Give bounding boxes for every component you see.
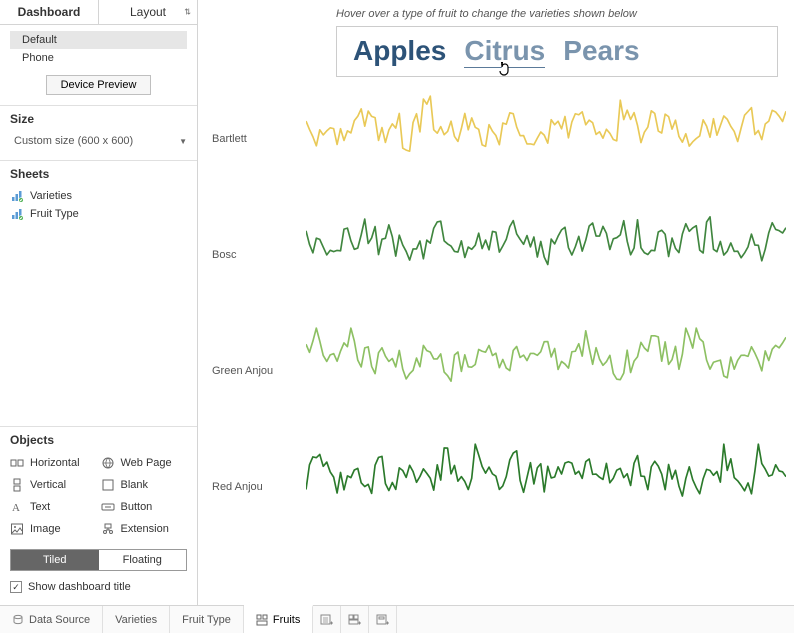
object-vertical[interactable]: Vertical (10, 475, 97, 495)
object-label: Button (121, 501, 153, 513)
caret-icon: ⇅ (184, 8, 191, 17)
object-label: Text (30, 501, 50, 513)
tiled-button[interactable]: Tiled (11, 550, 99, 570)
object-blank[interactable]: Blank (101, 475, 188, 495)
sparkline-chart[interactable] (306, 83, 786, 195)
worksheet-icon (10, 207, 24, 221)
dashboard-canvas: Hover over a type of fruit to change the… (198, 0, 794, 605)
bottom-tab-varieties[interactable]: Varieties (103, 606, 170, 633)
fruit-type-header: Apples Citrus Pears (336, 26, 778, 77)
new-worksheet-button[interactable] (313, 606, 341, 633)
object-icon: A (10, 500, 24, 514)
fruit-apples[interactable]: Apples (353, 35, 446, 67)
object-image[interactable]: Image (10, 519, 97, 539)
object-label: Extension (121, 523, 169, 535)
svg-text:A: A (12, 502, 20, 514)
tab-layout-label: Layout (130, 5, 166, 19)
sparkline-chart[interactable] (306, 315, 786, 427)
tab-dashboard[interactable]: Dashboard (0, 0, 99, 24)
object-label: Blank (121, 479, 149, 491)
chart-row-green-anjou: Green Anjou (206, 315, 786, 427)
size-dropdown[interactable]: Custom size (600 x 600) ▼ (10, 132, 187, 150)
hover-hint: Hover over a type of fruit to change the… (336, 8, 786, 20)
sheet-label: Fruit Type (30, 208, 79, 220)
data-source-tab[interactable]: Data Source (0, 606, 103, 633)
chart-label: Red Anjou (206, 481, 306, 493)
fruit-citrus[interactable]: Citrus (464, 35, 545, 68)
bottom-bar: Data Source Varieties Fruit Type Fruits (0, 605, 794, 633)
dashboard-sidebar: Dashboard Layout ⇅ Default Phone Device … (0, 0, 198, 605)
sparkline-chart[interactable] (306, 199, 786, 311)
panel-tabs: Dashboard Layout ⇅ (0, 0, 197, 25)
new-dashboard-button[interactable] (341, 606, 369, 633)
sheet-label: Varieties (30, 190, 72, 202)
object-label: Horizontal (30, 457, 80, 469)
tab-label: Fruit Type (182, 614, 231, 626)
bottom-tab-fruit-type[interactable]: Fruit Type (170, 606, 244, 633)
tab-label: Varieties (115, 614, 157, 626)
show-title-checkbox[interactable]: ✓ Show dashboard title (10, 579, 187, 595)
floating-button[interactable]: Floating (99, 550, 187, 570)
device-preview-button[interactable]: Device Preview (46, 75, 152, 95)
sheets-title: Sheets (10, 167, 187, 181)
show-title-label: Show dashboard title (28, 581, 131, 593)
tab-layout[interactable]: Layout ⇅ (99, 0, 197, 24)
size-section: Size Custom size (600 x 600) ▼ (0, 106, 197, 161)
object-icon (101, 478, 115, 492)
device-section: Default Phone Device Preview (0, 25, 197, 106)
dashboard-icon (256, 614, 268, 626)
sheet-item-varieties[interactable]: Varieties (10, 187, 187, 205)
object-extension[interactable]: Extension (101, 519, 188, 539)
object-label: Web Page (121, 457, 172, 469)
object-text[interactable]: A Text (10, 497, 97, 517)
objects-section: Objects Horizontal Web Page Vertical Blank A… (0, 427, 197, 605)
chart-label: Bartlett (206, 133, 306, 145)
chart-label: Green Anjou (206, 365, 306, 377)
device-phone[interactable]: Phone (10, 49, 187, 67)
object-button[interactable]: Button (101, 497, 188, 517)
object-label: Image (30, 523, 61, 535)
chevron-down-icon: ▼ (179, 137, 187, 146)
chart-row-red-anjou: Red Anjou (206, 431, 786, 543)
object-label: Vertical (30, 479, 66, 491)
object-icon (10, 522, 24, 536)
checkbox-icon: ✓ (10, 581, 22, 593)
chart-row-bartlett: Bartlett (206, 83, 786, 195)
cursor-icon (496, 62, 514, 82)
layout-mode-toggle: Tiled Floating (10, 549, 187, 571)
new-story-button[interactable] (369, 606, 397, 633)
object-icon (10, 456, 24, 470)
sparkline-chart[interactable] (306, 431, 786, 543)
device-default[interactable]: Default (10, 31, 187, 49)
objects-title: Objects (10, 433, 187, 447)
fruit-pears[interactable]: Pears (563, 35, 639, 67)
data-source-label: Data Source (29, 614, 90, 626)
sheet-item-fruit-type[interactable]: Fruit Type (10, 205, 187, 223)
object-icon (101, 456, 115, 470)
chart-label: Bosc (206, 249, 306, 261)
tab-label: Fruits (273, 614, 301, 626)
chart-row-bosc: Bosc (206, 199, 786, 311)
object-horizontal[interactable]: Horizontal (10, 453, 97, 473)
data-source-icon (12, 614, 24, 626)
size-title: Size (10, 112, 187, 126)
worksheet-icon (10, 189, 24, 203)
object-web-page[interactable]: Web Page (101, 453, 188, 473)
bottom-tab-fruits[interactable]: Fruits (244, 605, 314, 633)
sheets-section: Sheets Varieties Fruit Type (0, 161, 197, 427)
object-icon (10, 478, 24, 492)
object-icon (101, 522, 115, 536)
object-icon (101, 500, 115, 514)
size-value: Custom size (600 x 600) (10, 132, 179, 150)
